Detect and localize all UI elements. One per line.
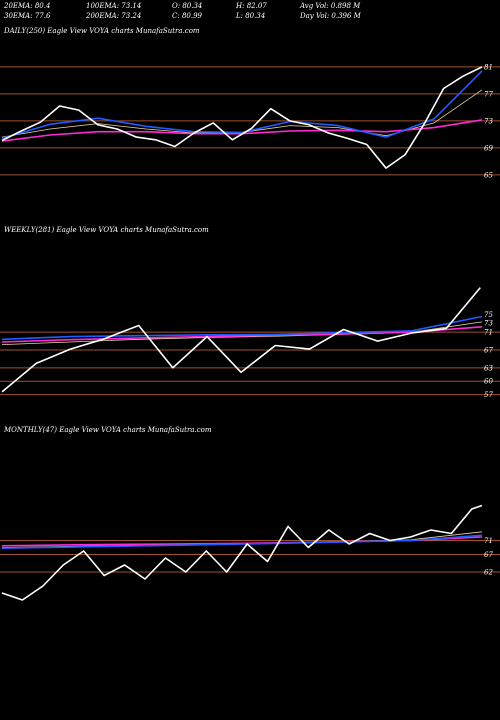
y-tick-label: 62 bbox=[484, 569, 493, 577]
price-series-line bbox=[1, 66, 483, 169]
stat-low: L: 80.34 bbox=[236, 12, 266, 20]
ema-slow-series-line bbox=[1, 326, 483, 343]
y-tick-label: 75 bbox=[484, 311, 493, 319]
y-tick-label: 63 bbox=[484, 364, 493, 372]
y-tick-label: 65 bbox=[484, 171, 493, 179]
y-tick-label: 77 bbox=[484, 90, 493, 98]
weekly-panel-title: WEEKLY(281) Eagle View VOYA charts Munaf… bbox=[4, 226, 209, 234]
price-series-line bbox=[1, 504, 483, 601]
stat-avg-vol: Avg Vol: 0.898 M bbox=[300, 2, 361, 10]
stats-header: 20EMA: 80.4 100EMA: 73.14 O: 80.34 H: 82… bbox=[4, 2, 500, 22]
stat-30ema: 30EMA: 77.6 bbox=[4, 12, 51, 20]
y-tick-label: 71 bbox=[484, 329, 493, 337]
y-tick-label: 60 bbox=[484, 378, 493, 386]
y-tick-label: 57 bbox=[484, 391, 493, 399]
y-tick-label: 71 bbox=[484, 537, 493, 545]
ema-fast-series-line bbox=[1, 315, 483, 341]
ema-fast-series-line bbox=[1, 70, 483, 140]
y-tick-label: 67 bbox=[484, 551, 493, 559]
y-tick-label: 69 bbox=[484, 144, 493, 152]
stat-day-vol: Day Vol: 0.396 M bbox=[300, 12, 361, 20]
y-tick-label: 67 bbox=[484, 347, 493, 355]
stat-200ema: 200EMA: 73.24 bbox=[86, 12, 142, 20]
stat-100ema: 100EMA: 73.14 bbox=[86, 2, 142, 10]
stat-close: C: 80.99 bbox=[172, 12, 202, 20]
stat-open: O: 80.34 bbox=[172, 2, 203, 10]
price-series-line bbox=[1, 287, 481, 393]
y-tick-label: 81 bbox=[484, 63, 493, 71]
stat-high: H: 82.07 bbox=[236, 2, 267, 10]
y-tick-label: 73 bbox=[484, 117, 493, 125]
stat-20ema: 20EMA: 80.4 bbox=[4, 2, 51, 10]
monthly-panel-title: MONTHLY(47) Eagle View VOYA charts Munaf… bbox=[4, 426, 212, 434]
y-tick-label: 73 bbox=[484, 320, 493, 328]
daily-panel-title: DAILY(250) Eagle View VOYA charts Munafa… bbox=[4, 27, 200, 35]
